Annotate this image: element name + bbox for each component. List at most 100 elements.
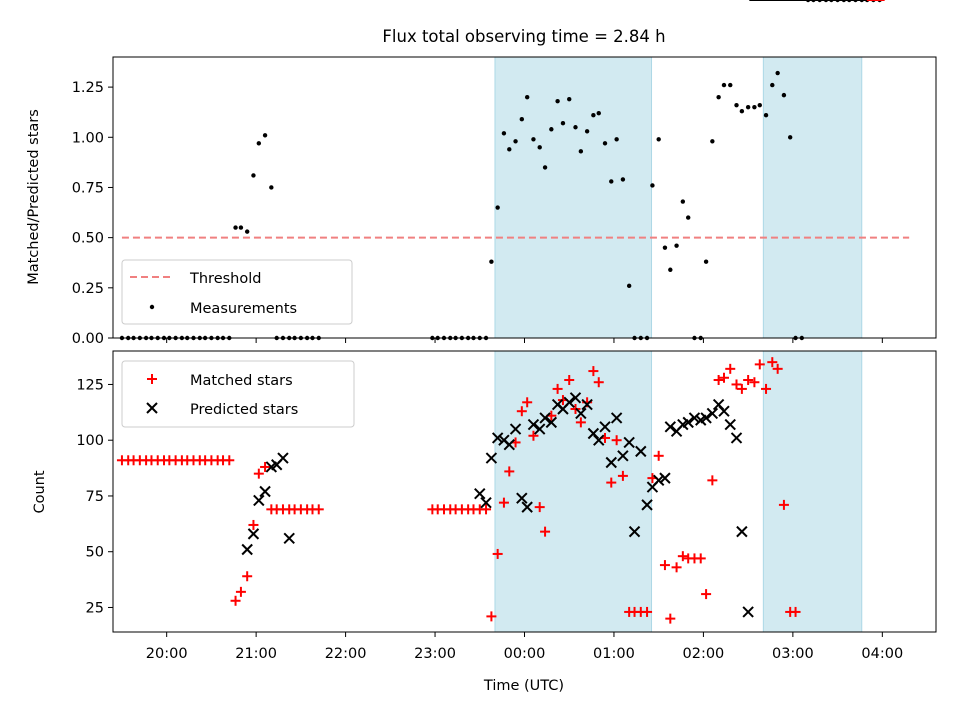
predicted-star-point (652, 474, 665, 487)
predicted-star-point (539, 412, 551, 424)
matched-star-point (575, 417, 586, 428)
bottom-x-tick-label: 20:00 (146, 646, 188, 662)
matched-star-point (492, 548, 503, 559)
matched-star-point (754, 359, 765, 370)
matched-star-point (260, 461, 271, 472)
measurement-point (757, 102, 762, 108)
measurement-point (650, 183, 655, 188)
predicted-star-point (247, 528, 260, 540)
measurement-point (567, 96, 572, 102)
measurement-point (739, 108, 745, 114)
matched-star-point (749, 377, 760, 388)
predicted-star-point (575, 407, 587, 420)
matched-star-point (665, 613, 676, 624)
measurement-point (609, 179, 614, 184)
measurement-point (770, 82, 775, 88)
matched-star-point (725, 363, 736, 374)
measurement-point (501, 131, 507, 136)
bottom-x-tick-label: 00:00 (504, 646, 546, 662)
predicted-star-point (599, 421, 611, 433)
matched-star-point (659, 560, 670, 571)
measurement-point (763, 113, 769, 118)
measurement-point (244, 229, 250, 234)
legend-predicted-swatch (146, 402, 158, 414)
predicted-star-point (659, 472, 671, 484)
matched-star-point (528, 430, 539, 441)
matched-star-point (772, 363, 783, 374)
matched-star-point (534, 502, 545, 513)
measurement-point (662, 245, 668, 250)
measurement-point (573, 125, 578, 130)
legend-measurements-swatch (149, 304, 155, 310)
measurement-point (542, 165, 548, 170)
top-axes: 0.00 0.25 0.50 0.75 1.00 1.25 (72, 56, 937, 347)
bottom-x-tick-label: 02:00 (683, 646, 725, 662)
predicted-star-point (682, 416, 694, 429)
measurement-point (560, 121, 566, 126)
predicted-star-point (480, 496, 492, 509)
predicted-star-point (259, 485, 271, 498)
predicted-star-point (628, 525, 641, 538)
measurement-point (531, 137, 536, 142)
matched-star-point (677, 551, 688, 562)
bottom-axes: 25 50 75 100 125 20:00 21:00 22:00 23:00 00:00 01:… (76, 350, 937, 662)
matched-stars-series (116, 0, 885, 624)
measurement-point (519, 117, 525, 122)
measurement-point (513, 139, 518, 144)
measurement-point (537, 145, 542, 150)
matched-star-point (224, 455, 235, 466)
matched-star-point (767, 357, 778, 368)
matched-star-point (653, 450, 664, 461)
predicted-star-point (610, 412, 623, 424)
predicted-star-point (581, 398, 593, 411)
predicted-star-point (545, 416, 558, 429)
predicted-star-point (283, 532, 295, 545)
measurement-point (781, 92, 787, 98)
predicted-star-point (593, 434, 605, 446)
measurement-point (507, 147, 512, 152)
predicted-star-point (491, 432, 504, 444)
measurement-point (745, 104, 751, 110)
bottom-shaded-intervals (494, 350, 863, 633)
predicted-star-point (563, 396, 575, 409)
measurement-point (728, 82, 733, 88)
top-y-tick-label: 1.00 (72, 130, 104, 146)
bottom-x-tick-label: 22:00 (325, 646, 367, 662)
predicted-star-point (736, 525, 748, 538)
matched-star-point (552, 383, 563, 394)
legend-threshold-label: Threshold (189, 271, 261, 287)
bottom-legend: Matched stars Predicted stars (121, 360, 355, 428)
predicted-star-point (730, 432, 743, 444)
measurement-point (686, 215, 691, 220)
x-axis-label: Time (UTC) (483, 678, 564, 694)
matched-star-point (504, 466, 515, 477)
matched-star-point (248, 519, 259, 530)
matched-star-point (230, 595, 241, 606)
matched-star-point (564, 374, 575, 385)
matched-star-point (313, 504, 324, 515)
measurement-point (591, 113, 596, 118)
predicted-star-point (700, 412, 712, 424)
measurement-point (251, 173, 256, 178)
bottom-y-axis-label: Count (32, 470, 48, 513)
matched-star-point (611, 435, 622, 446)
matched-star-point (253, 468, 264, 479)
predicted-star-point (485, 452, 498, 464)
measurement-point (752, 104, 757, 110)
matched-star-point (516, 406, 527, 417)
top-y-tick-label: 1.25 (72, 80, 104, 96)
predicted-star-point (241, 543, 253, 556)
legend-matched-swatch (147, 374, 157, 384)
predicted-star-point (516, 492, 528, 504)
matched-star-point (707, 475, 718, 486)
measurement-point (238, 225, 244, 230)
matched-star-point (743, 374, 754, 385)
top-shaded-intervals (494, 56, 863, 339)
predicted-star-point (503, 438, 515, 451)
matched-star-point (235, 586, 246, 597)
matched-star-point (486, 611, 497, 622)
predicted-star-point (718, 405, 730, 417)
predicted-star-point (605, 456, 617, 469)
bottom-y-tick-label: 75 (86, 489, 104, 505)
predicted-star-point (277, 452, 289, 464)
